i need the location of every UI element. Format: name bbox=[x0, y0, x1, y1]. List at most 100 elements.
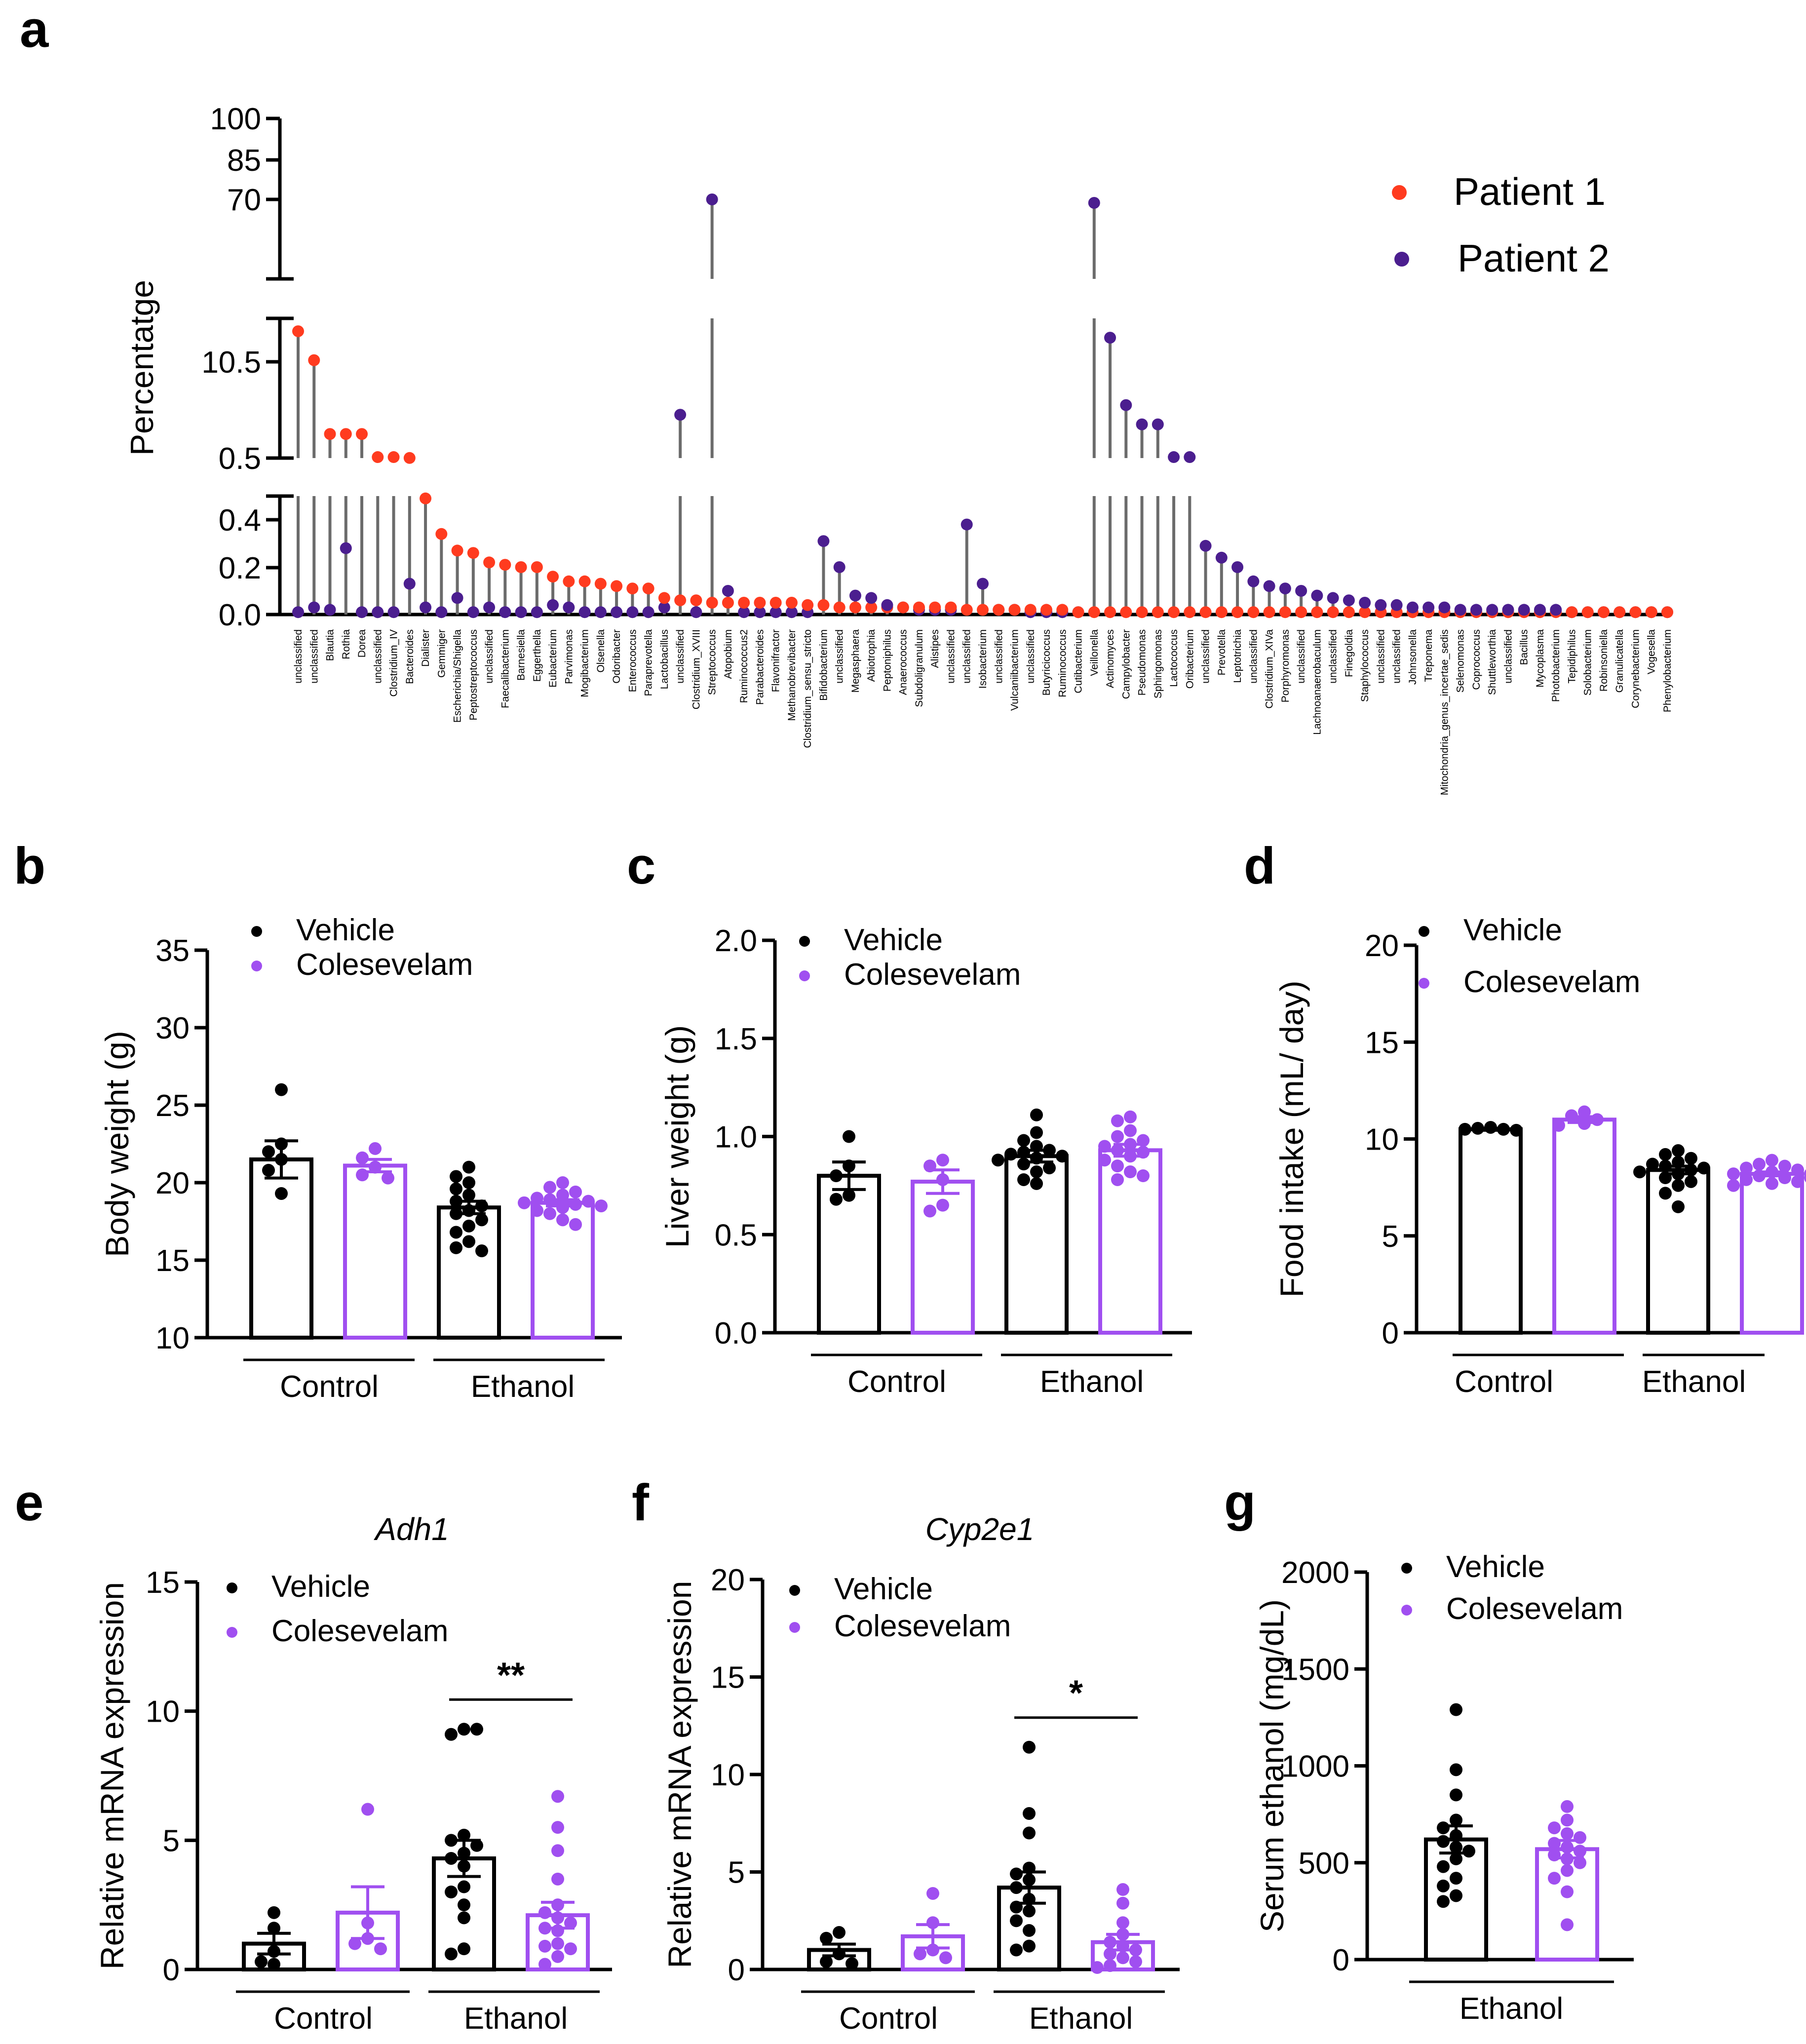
data-point bbox=[551, 1898, 564, 1912]
data-point bbox=[1091, 1961, 1104, 1974]
lollipop-point-patient1 bbox=[1088, 606, 1100, 618]
legend-label: Colesevelam bbox=[271, 1614, 448, 1648]
lollipop-point-patient2 bbox=[467, 606, 479, 618]
data-point bbox=[595, 1199, 608, 1213]
panel-d: d 0 5 10 15 20 Food intake (mL/ day) Control Eth… bbox=[1244, 837, 1806, 1399]
data-point bbox=[1030, 1108, 1043, 1121]
lollipop-point-patient1 bbox=[483, 556, 496, 569]
data-point bbox=[275, 1153, 288, 1166]
data-point bbox=[1129, 1955, 1142, 1968]
lollipop-point-patient1 bbox=[1311, 606, 1323, 618]
lollipop-point-patient2 bbox=[849, 589, 861, 602]
x-tick-label: unclassified bbox=[1025, 629, 1037, 684]
data-point bbox=[923, 1204, 936, 1218]
data-point bbox=[1561, 1813, 1574, 1827]
y-axis-title: Serum ethanol (mg/dL) bbox=[1254, 1599, 1290, 1932]
data-point bbox=[458, 1723, 470, 1736]
data-point bbox=[1017, 1157, 1030, 1171]
x-tick-label: Photobacterium bbox=[1550, 629, 1562, 702]
lollipop-point-patient1 bbox=[945, 601, 957, 614]
y-tick-label: 15 bbox=[155, 1244, 190, 1278]
data-point bbox=[268, 1958, 280, 1971]
data-point bbox=[1111, 1114, 1124, 1127]
data-point bbox=[1437, 1821, 1450, 1835]
lollipop-point-patient1 bbox=[1279, 606, 1291, 618]
data-point bbox=[1023, 1904, 1036, 1918]
legend-label: Patient 1 bbox=[1454, 170, 1606, 213]
x-tick-label: Faecalibacterium bbox=[500, 629, 511, 708]
lollipop-point-patient1 bbox=[1566, 606, 1578, 618]
data-point bbox=[1017, 1173, 1030, 1186]
x-tick-label: Phenylobacterium bbox=[1662, 629, 1673, 712]
lollipop-point-patient2 bbox=[1199, 540, 1212, 552]
lollipop-point-patient2 bbox=[563, 601, 575, 614]
bar bbox=[1459, 1127, 1523, 1335]
lollipop-point-patient1 bbox=[420, 492, 432, 504]
group-label: Ethanol bbox=[1642, 1365, 1746, 1399]
x-tick-label: Butyricicoccus bbox=[1041, 629, 1052, 695]
lollipop-point-patient2 bbox=[1486, 604, 1499, 616]
x-tick-label: Prevotella bbox=[1216, 629, 1228, 676]
data-point bbox=[1023, 1807, 1036, 1820]
x-tick-label: Peptostreptococcus bbox=[468, 629, 479, 720]
panel-title: Cyp2e1 bbox=[925, 1511, 1035, 1547]
data-point bbox=[1437, 1860, 1450, 1873]
y-axis-title: Body weight (g) bbox=[99, 1031, 135, 1257]
data-point bbox=[1010, 1881, 1023, 1894]
lollipop-point-patient1 bbox=[1215, 606, 1228, 618]
lollipop-point-patient2 bbox=[1343, 594, 1355, 607]
x-tick-label: Corynebacterium bbox=[1630, 629, 1641, 708]
data-point bbox=[1124, 1138, 1137, 1151]
x-tick-label: Rothia bbox=[341, 629, 352, 659]
data-point bbox=[1561, 1885, 1574, 1898]
x-tick-label: Actinomyces bbox=[1105, 629, 1116, 688]
data-point bbox=[1437, 1879, 1450, 1892]
lollipop-point-patient2 bbox=[785, 606, 798, 618]
data-point bbox=[475, 1244, 488, 1258]
data-point bbox=[820, 1955, 833, 1968]
data-point bbox=[361, 1803, 374, 1816]
x-tick-label: Bacillus bbox=[1519, 629, 1530, 665]
data-point bbox=[445, 1851, 458, 1865]
data-point bbox=[830, 1169, 843, 1182]
data-point bbox=[551, 1911, 564, 1925]
data-point bbox=[582, 1195, 595, 1208]
data-point bbox=[348, 1937, 361, 1950]
x-tick-label: unclassified bbox=[1375, 629, 1386, 684]
lollipop-point-patient1 bbox=[802, 599, 814, 611]
y-tick-label: 10 bbox=[711, 1758, 745, 1792]
lollipop-point-patient2 bbox=[324, 604, 336, 616]
lollipop-point-patient2 bbox=[833, 561, 845, 573]
lollipop-point-patient1 bbox=[563, 575, 575, 587]
x-tick-label: Ruminococcus2 bbox=[738, 629, 750, 703]
data-point bbox=[538, 1958, 551, 1971]
lollipop-point-patient1 bbox=[642, 582, 654, 595]
data-point bbox=[1111, 1144, 1124, 1157]
data-point bbox=[936, 1173, 949, 1186]
data-point bbox=[845, 1957, 858, 1970]
data-point bbox=[1030, 1165, 1043, 1179]
data-point bbox=[458, 1942, 470, 1956]
legend-marker bbox=[251, 961, 262, 971]
data-point bbox=[936, 1198, 949, 1212]
lollipop-point-patient1 bbox=[849, 601, 861, 614]
lollipop-point-patient1 bbox=[324, 428, 336, 440]
data-point bbox=[1659, 1148, 1672, 1161]
lollipop-point-patient1 bbox=[626, 582, 639, 595]
data-point bbox=[1633, 1165, 1646, 1179]
x-tick-label: Eggerthella bbox=[532, 629, 543, 682]
data-point bbox=[369, 1142, 382, 1155]
x-tick-label: unclassified bbox=[1391, 629, 1403, 684]
lollipop-point-patient1 bbox=[499, 559, 511, 571]
data-point bbox=[1561, 1918, 1574, 1931]
x-tick-label: Pseudomonas bbox=[1137, 629, 1148, 695]
legend-label: Vehicle bbox=[296, 913, 395, 947]
y-tick-label: 5 bbox=[1382, 1220, 1399, 1254]
panel-label-d: d bbox=[1244, 837, 1275, 895]
data-point bbox=[382, 1171, 394, 1185]
data-point bbox=[543, 1193, 556, 1206]
panel-label-g: g bbox=[1224, 1474, 1256, 1532]
data-point bbox=[268, 1922, 280, 1935]
y-tick-label: 1000 bbox=[1281, 1750, 1349, 1784]
data-point bbox=[470, 1839, 483, 1852]
